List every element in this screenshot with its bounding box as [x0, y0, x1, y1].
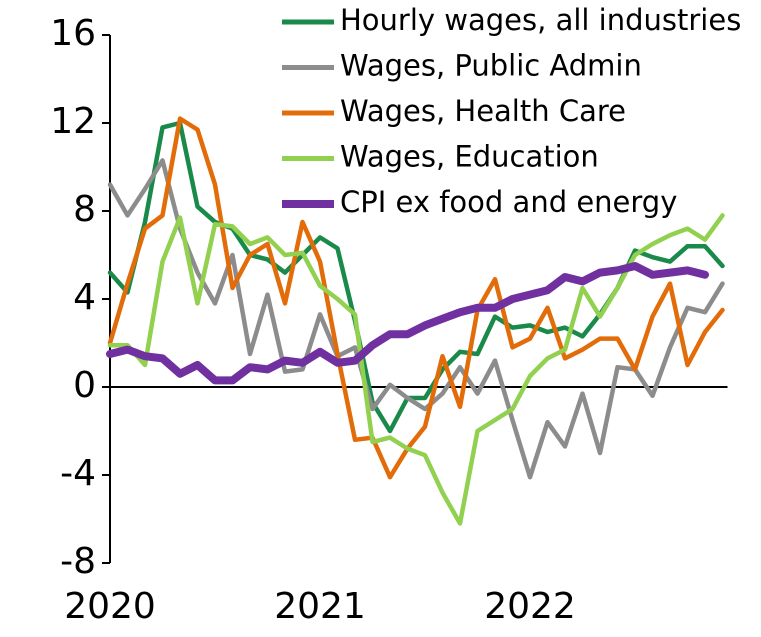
legend-label: CPI ex food and energy	[340, 185, 677, 219]
legend-label: Wages, Education	[340, 140, 599, 174]
series-line	[107, 116, 725, 480]
x-tick-label: 2022	[484, 586, 576, 627]
series-line	[107, 158, 725, 480]
legend-label: Wages, Health Care	[340, 94, 626, 128]
y-tick-label: 16	[50, 13, 96, 54]
y-tick-label: 0	[73, 365, 96, 406]
y-tick-label: 12	[50, 101, 96, 142]
x-tick-label: 2021	[274, 586, 366, 627]
y-tick-label: 4	[73, 277, 96, 318]
y-tick-label: -4	[60, 453, 96, 494]
series-line	[107, 213, 725, 526]
series-line	[106, 262, 709, 385]
y-tick-label: -8	[60, 541, 96, 582]
legend-label: Wages, Public Admin	[340, 49, 642, 83]
y-tick-label: 8	[73, 189, 96, 230]
x-tick-label: 2020	[64, 586, 156, 627]
legend-label: Hourly wages, all industries	[340, 3, 741, 37]
